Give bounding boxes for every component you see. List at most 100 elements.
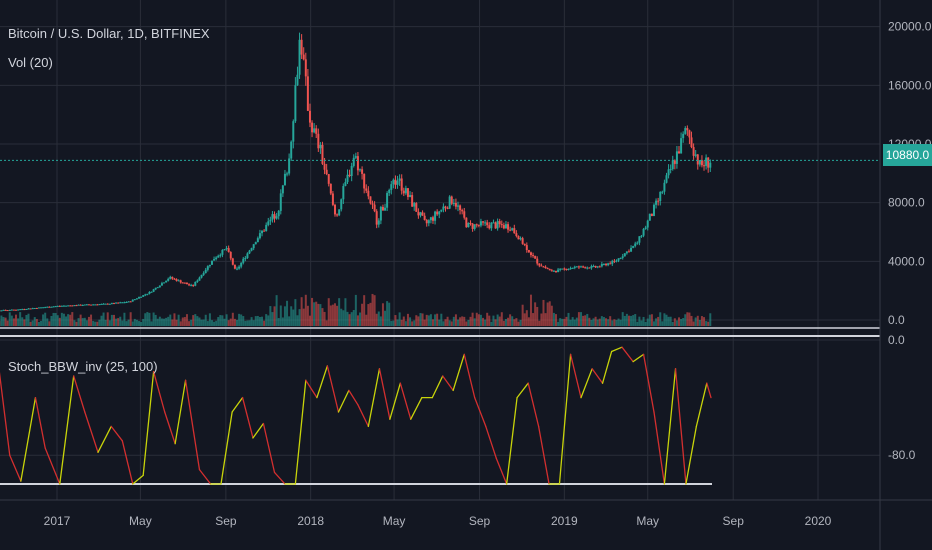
price-candle bbox=[525, 245, 528, 251]
volume-bar bbox=[369, 302, 372, 326]
price-candle bbox=[58, 305, 61, 307]
volume-bar bbox=[469, 316, 472, 326]
price-candle bbox=[705, 157, 708, 166]
price-candle bbox=[365, 188, 368, 191]
price-candle bbox=[292, 121, 295, 142]
price-candle bbox=[140, 296, 143, 298]
price-candle bbox=[598, 266, 601, 268]
price-candle bbox=[33, 307, 36, 309]
x-tick-label: Sep bbox=[723, 514, 745, 528]
indicator-legend: Stoch_BBW_inv (25, 100) bbox=[8, 359, 158, 374]
price-candle bbox=[359, 169, 362, 171]
price-candle bbox=[632, 246, 635, 248]
volume-bar bbox=[394, 315, 397, 326]
volume-bar bbox=[319, 304, 322, 326]
price-candle bbox=[369, 196, 372, 204]
indicator-segment bbox=[0, 371, 11, 456]
volume-bar bbox=[269, 306, 272, 326]
price-candle bbox=[156, 287, 159, 289]
volume-bar bbox=[210, 320, 213, 326]
volume-bar bbox=[532, 313, 535, 326]
volume-bar bbox=[200, 319, 203, 326]
volume-bar bbox=[288, 316, 291, 326]
price-candle bbox=[175, 279, 178, 281]
indicator-segment bbox=[273, 471, 286, 485]
price-candle bbox=[592, 265, 595, 267]
volume-bar bbox=[665, 314, 668, 326]
volume-bar bbox=[67, 314, 70, 326]
price-candle bbox=[158, 285, 161, 288]
price-candle bbox=[52, 306, 55, 308]
volume-bar bbox=[304, 294, 307, 326]
volume-bar bbox=[79, 314, 82, 326]
volume-bar bbox=[580, 312, 583, 326]
volume-bar bbox=[62, 313, 65, 326]
price-candle bbox=[602, 263, 605, 265]
price-candle bbox=[87, 304, 90, 306]
price-candle bbox=[529, 252, 532, 256]
price-candle bbox=[133, 299, 136, 301]
price-candle bbox=[686, 128, 689, 131]
volume-bar bbox=[482, 317, 485, 326]
price-candle bbox=[258, 233, 261, 239]
volume-bar bbox=[521, 304, 524, 326]
y-tick-label: 8000.0 bbox=[888, 196, 925, 210]
volume-bar bbox=[569, 319, 572, 326]
volume-bar bbox=[25, 315, 28, 326]
volume-bar bbox=[242, 316, 245, 326]
price-candle bbox=[329, 183, 332, 194]
volume-bar bbox=[563, 318, 566, 326]
volume-bar bbox=[446, 316, 449, 326]
price-candle bbox=[265, 224, 268, 231]
volume-bar bbox=[680, 318, 683, 326]
indicator-segment bbox=[367, 368, 381, 428]
price-candle bbox=[256, 238, 259, 243]
volume-bar bbox=[352, 310, 355, 326]
price-candle bbox=[192, 284, 195, 286]
price-candle bbox=[557, 269, 560, 273]
volume-bar bbox=[459, 317, 462, 326]
volume-bar bbox=[121, 320, 124, 326]
volume-bar bbox=[313, 302, 316, 326]
volume-bar bbox=[152, 312, 155, 326]
volume-bar bbox=[148, 312, 151, 326]
price-candle bbox=[534, 256, 537, 259]
price-candle bbox=[386, 193, 389, 208]
price-candle bbox=[477, 224, 480, 226]
volume-bar bbox=[83, 317, 86, 326]
volume-bar bbox=[613, 319, 616, 326]
indicator-segment bbox=[410, 396, 423, 420]
price-candle bbox=[536, 258, 539, 264]
indicator-segment bbox=[142, 371, 155, 477]
price-candle bbox=[90, 304, 93, 306]
y-tick-label: 0.0 bbox=[888, 313, 905, 327]
price-candle bbox=[125, 301, 128, 303]
price-candle bbox=[119, 302, 122, 304]
volume-bar bbox=[117, 318, 120, 326]
price-candle bbox=[621, 256, 624, 258]
price-candle bbox=[373, 204, 376, 212]
volume-bar bbox=[452, 316, 455, 326]
price-candle bbox=[588, 267, 591, 269]
price-candle bbox=[550, 270, 553, 272]
price-candle bbox=[10, 309, 13, 311]
indicator-segment bbox=[9, 454, 22, 482]
price-candle bbox=[540, 265, 543, 267]
price-candle bbox=[409, 195, 412, 197]
volume-bar bbox=[235, 319, 238, 326]
price-candle bbox=[565, 268, 568, 270]
volume-bar bbox=[661, 321, 664, 326]
volume-bar bbox=[75, 321, 78, 326]
price-candle bbox=[308, 110, 311, 123]
price-candle bbox=[202, 273, 205, 275]
volume-bar bbox=[183, 317, 186, 326]
price-candle bbox=[112, 303, 115, 305]
indicator-segment bbox=[442, 375, 454, 392]
price-candle bbox=[40, 307, 43, 309]
volume-bar bbox=[638, 316, 641, 326]
price-candle bbox=[281, 185, 284, 194]
volume-bar bbox=[217, 317, 220, 326]
volume-bar bbox=[50, 315, 53, 326]
price-candle bbox=[452, 202, 455, 204]
volume-bar bbox=[112, 314, 115, 326]
